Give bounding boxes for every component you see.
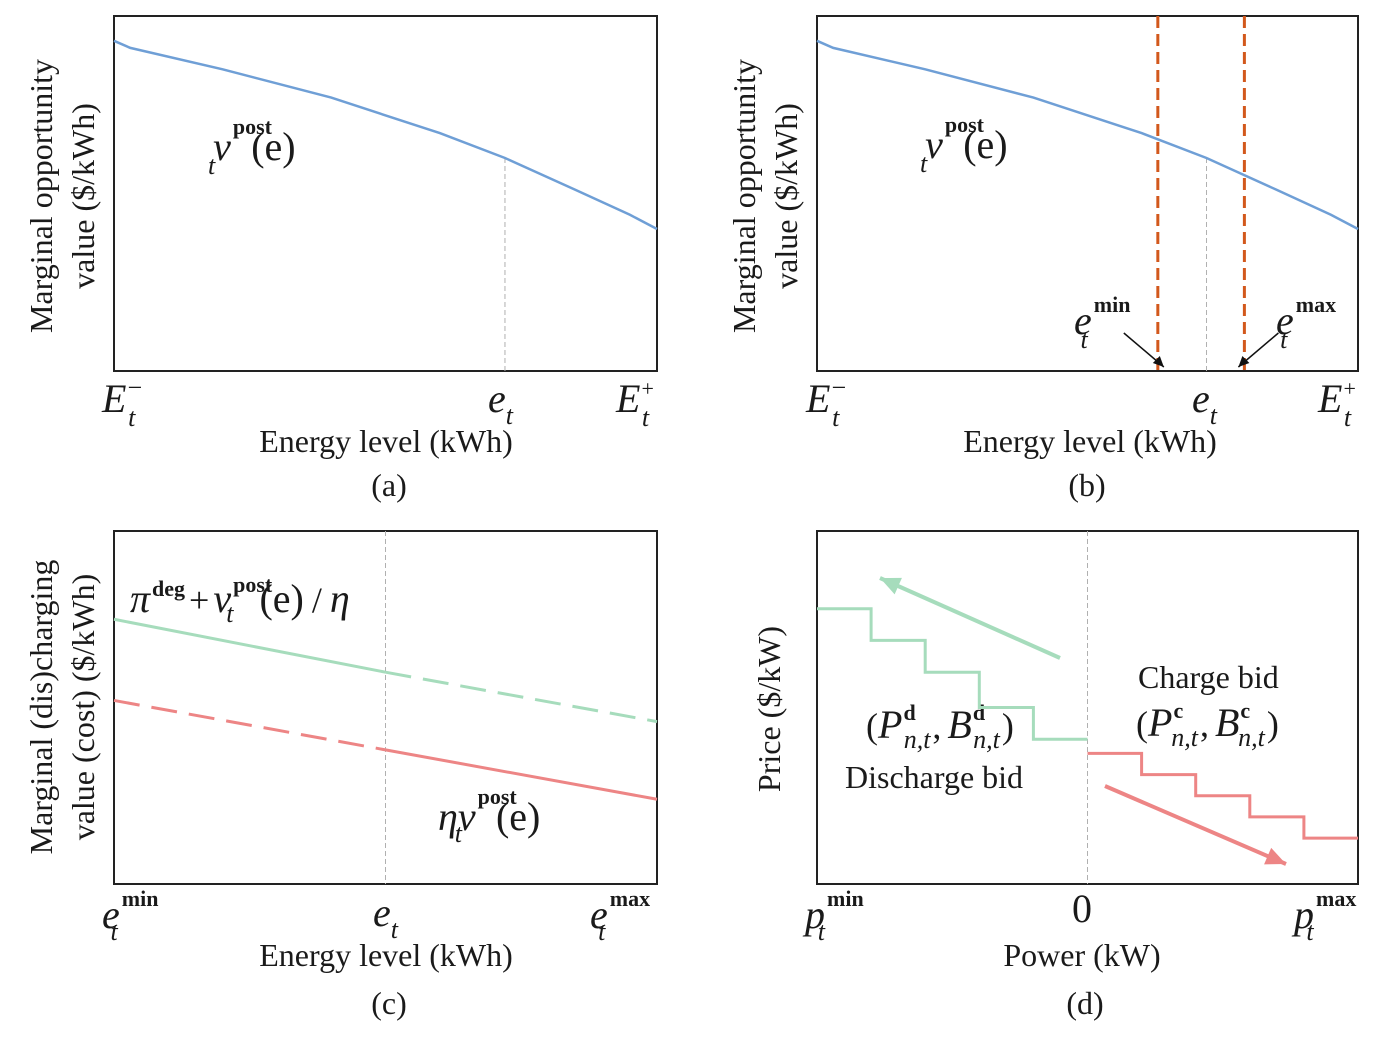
panel-c: Marginal (dis)charging value (cost) ($/k… <box>23 530 658 1021</box>
tick-a-et: et <box>488 376 514 430</box>
plot-frame-a <box>113 15 658 372</box>
arrow-discharge-trend <box>879 576 1061 660</box>
ylabel-a-line1: Marginal opportunity <box>23 59 59 333</box>
label-d-discharge: Discharge bid <box>845 759 1023 795</box>
tick-a-Emax: E+ t <box>615 376 654 432</box>
panel-b: Marginal opportunity value ($/kWh) Energ… <box>726 15 1359 503</box>
series-green-dashed <box>385 670 658 724</box>
label-b-emin: emin t <box>1074 292 1130 354</box>
pointer-head-emax <box>1238 356 1250 367</box>
tick-c-emin: emin t <box>102 886 158 946</box>
annotation-c-green: πdeg + vpost t (e) / η <box>130 572 350 628</box>
caption-a: (a) <box>371 467 407 503</box>
panel-d: Price ($/kW) Power (kW) (d) pmin t 0 pmax… <box>751 530 1359 1021</box>
xlabel-c: Energy level (kWh) <box>259 937 513 973</box>
series-red-solid <box>385 748 658 801</box>
ylabel-c-line2: value (cost) ($/kWh) <box>65 574 101 841</box>
xlabel-a: Energy level (kWh) <box>259 423 513 459</box>
arrow-discharge-trend-head <box>880 577 902 595</box>
tick-d-pmax: pmax t <box>1291 886 1356 946</box>
ylabel-b-line1: Marginal opportunity <box>726 59 762 333</box>
series-green-solid <box>113 617 386 674</box>
tick-a-Emin: E− t <box>101 373 142 432</box>
arrow-charge-trend-head <box>1264 847 1286 865</box>
plot-frame-b <box>816 15 1359 372</box>
panel-a: Marginal opportunity value ($/kWh) Energ… <box>23 15 658 503</box>
series-discharge-steps <box>817 607 1088 741</box>
tick-b-Emax: E+ t <box>1317 376 1356 432</box>
annotation-c-red: ηvpost t (e) <box>438 784 540 848</box>
caption-d: (d) <box>1066 985 1103 1021</box>
series-red-dashed <box>113 698 386 752</box>
annotation-a-vpost: vpost t (e) <box>208 114 296 180</box>
series-vpost-b <box>816 39 1359 231</box>
tick-c-emax: emax t <box>590 886 650 946</box>
label-d-charge: Charge bid <box>1138 659 1279 695</box>
ylabel-c-line1: Marginal (dis)charging <box>23 560 59 855</box>
label-d-discharge-tuple: (Pd n,t, Bd n,t) <box>866 700 1014 754</box>
caption-b: (b) <box>1068 467 1105 503</box>
xlabel-d: Power (kW) <box>1003 937 1160 973</box>
ylabel-b-line2: value ($/kWh) <box>768 103 804 289</box>
series-charge-steps <box>1087 751 1358 840</box>
label-b-emax: emax t <box>1276 292 1336 354</box>
ylabel-a-line2: value ($/kWh) <box>65 103 101 289</box>
ylabel-d: Price ($/kW) <box>751 626 787 792</box>
tick-c-et: et <box>373 890 399 944</box>
label-d-charge-tuple: (Pc n,t, Bc n,t) <box>1136 698 1279 752</box>
caption-c: (c) <box>371 985 407 1021</box>
series-vpost-a <box>113 39 658 231</box>
pointer-head-emin <box>1152 356 1164 367</box>
arrow-charge-trend <box>1104 784 1287 866</box>
annotation-b-vpost: vpost t (e) <box>920 112 1008 178</box>
xlabel-b: Energy level (kWh) <box>963 423 1217 459</box>
tick-b-et: et <box>1192 376 1218 430</box>
tick-b-Emin: E− t <box>805 373 846 432</box>
tick-d-pmin: pmin t <box>802 886 864 946</box>
tick-d-zero: 0 <box>1072 886 1092 931</box>
